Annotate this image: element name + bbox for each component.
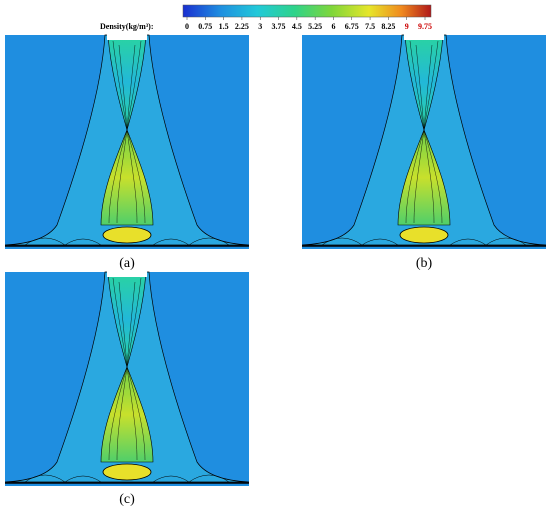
colorbar-tick-label: 9.75 [418,22,432,31]
colorbar-tick-label: 4.5 [292,22,302,31]
colorbar-tick-label: 5.25 [308,22,322,31]
colorbar-title: Density(kg/m³): [100,22,154,31]
panel-b-plot [301,33,547,250]
panel-label: (c) [119,492,135,507]
colorbar [182,4,432,18]
panel-label: (b) [416,256,433,271]
panel-c-plot [4,270,250,487]
panel-label: (a) [119,256,135,271]
colorbar-tick-label: 6 [331,22,335,31]
colorbar-tick-label: 9 [405,22,409,31]
colorbar-tick-label: 2.25 [235,22,249,31]
colorbar-tick-label: 7.5 [365,22,375,31]
colorbar-tick-label: 8.25 [381,22,395,31]
colorbar-tick-label: 0 [185,22,189,31]
panel-a-plot [4,33,250,250]
colorbar-tick-label: 3 [258,22,262,31]
colorbar-tick-label: 1.5 [219,22,229,31]
colorbar-tick-label: 0.75 [198,22,212,31]
colorbar-tick-label: 6.75 [345,22,359,31]
colorbar-tick-label: 3.75 [272,22,286,31]
